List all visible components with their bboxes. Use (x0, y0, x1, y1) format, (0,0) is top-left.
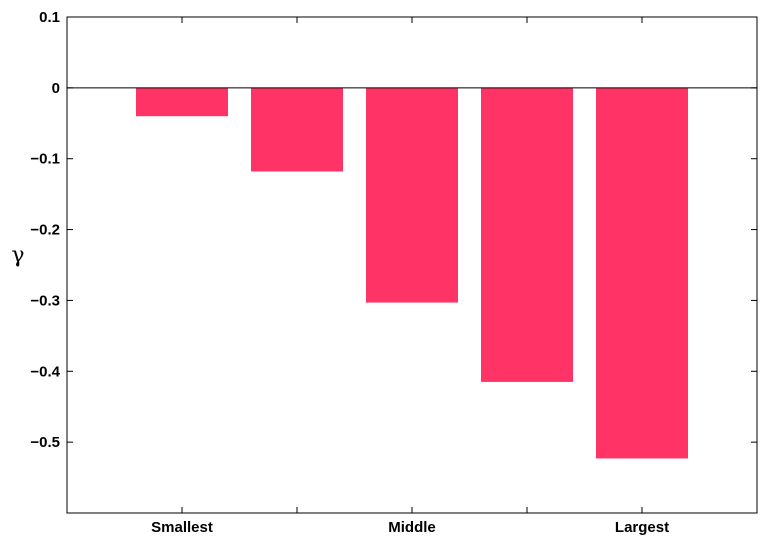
y-tick-label: −0.1 (30, 151, 60, 168)
y-tick-label: −0.2 (30, 222, 60, 239)
y-ticks: 0.1 0 −0.1 −0.2 −0.3 −0.4 −0.5 (30, 9, 757, 451)
bars (136, 87, 688, 459)
x-ticks: Smallest Middle Largest (151, 17, 669, 536)
y-tick-label: 0 (52, 80, 60, 97)
bar-5 (596, 87, 688, 459)
bar-2 (251, 87, 343, 172)
x-tick-label: Middle (388, 519, 436, 536)
y-tick-label: −0.3 (30, 292, 60, 309)
y-tick-label: 0.1 (39, 9, 60, 26)
bar-3 (366, 87, 458, 303)
x-tick-label: Largest (615, 519, 669, 536)
y-axis-label: γ (11, 243, 24, 268)
bar-4 (481, 87, 573, 382)
y-tick-label: −0.5 (30, 434, 60, 451)
bar-1 (136, 87, 228, 117)
y-tick-label: −0.4 (30, 363, 60, 380)
x-tick-label: Smallest (151, 519, 213, 536)
